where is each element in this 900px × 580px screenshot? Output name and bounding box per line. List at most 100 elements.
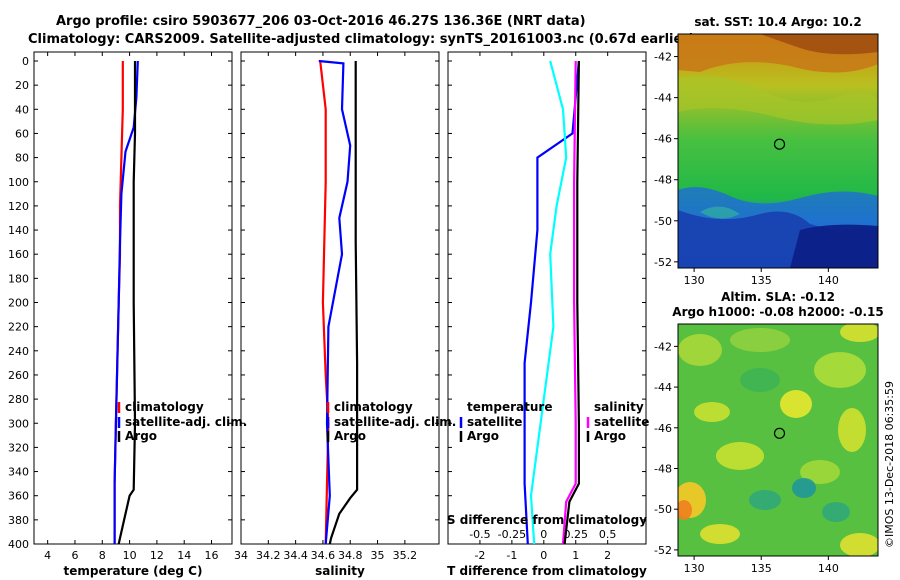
pressure-tick-label: 100: [8, 176, 29, 189]
t-difference-x-ticks: -2 -1 0 1 2: [474, 52, 611, 562]
x-tick-label-temperature: 4: [44, 549, 51, 562]
x-tick-label-s-diff: -0.5: [469, 528, 490, 541]
temperature-x-ticks: 4 6 8 10 12 14 16: [44, 52, 219, 562]
lon-tick-label: 140: [818, 562, 839, 575]
legend-s-satellite: satellite: [594, 415, 649, 429]
x-tick-label-salinity: 34.4: [283, 549, 308, 562]
pressure-tick-label: 80: [15, 152, 29, 165]
x-tick-label-salinity: 34.2: [256, 549, 281, 562]
x-tick-label-t-diff: 0: [540, 549, 547, 562]
difference-legend: temperature satellite Argo salinity sate…: [459, 400, 649, 443]
x-tick-label-s-diff: -0.25: [498, 528, 526, 541]
sst-lon-ticks: 130 135 140: [684, 268, 839, 287]
legend-temperature-title: temperature: [467, 400, 552, 414]
x-tick-label-s-diff: 0: [540, 528, 547, 541]
argo-location-marker: [773, 427, 786, 439]
temperature-series: [113, 60, 139, 545]
salinity-x-ticks: 34 34.2 34.4 34.6 34.8 35 35.2: [234, 52, 417, 562]
legend-salinity-title: salinity: [594, 400, 644, 414]
difference-plot-frame: [447, 51, 647, 545]
x-tick-label-salinity: 34: [234, 549, 248, 562]
salinity-x-label: salinity: [315, 564, 365, 578]
pressure-tick-label: 300: [8, 417, 29, 430]
pressure-tick-label: 0: [22, 55, 29, 68]
salinity-legend: climatology satellite-adj. clim. Argo: [326, 400, 456, 443]
series-line-climatology: [319, 60, 330, 545]
sla-lon-ticks: 130 135 140: [684, 556, 839, 575]
header-line-2: Climatology: CARS2009. Satellite-adjuste…: [28, 32, 695, 47]
x-tick-label-t-diff: 2: [604, 549, 611, 562]
pressure-tick-label: 400: [8, 538, 29, 551]
lat-tick-label: -52: [654, 256, 672, 269]
pressure-tick-label: 320: [8, 441, 29, 454]
x-tick-label-salinity: 34.8: [338, 549, 363, 562]
x-tick-label-s-diff: 0.25: [563, 528, 588, 541]
legend-s-argo: Argo: [594, 429, 626, 443]
lon-tick-label: 140: [818, 274, 839, 287]
s-difference-x-label: S difference from climatology: [447, 513, 647, 527]
x-tick-label-temperature: 6: [71, 549, 78, 562]
series-line-s-satellite: [561, 60, 577, 545]
lon-tick-label: 130: [684, 562, 705, 575]
pressure-axis: 0 20 40 60 80 100 120 140 160 180 200 220 240 260 280 3…: [8, 55, 646, 551]
sst-lat-ticks: -42 -44 -46 -48 -50 -52: [654, 51, 678, 269]
pressure-tick-label: 40: [15, 103, 29, 116]
x-tick-label-salinity: 35.2: [393, 549, 418, 562]
lat-tick-label: -44: [654, 381, 672, 394]
legend-climatology: climatology: [125, 400, 204, 414]
legend-argo: Argo: [125, 429, 157, 443]
sla-heatmap: [678, 324, 878, 556]
series-line-s-argo: [563, 60, 580, 545]
lat-tick-label: -42: [654, 51, 672, 64]
salinity-plot-frame: [240, 51, 440, 545]
pressure-tick-label: 380: [8, 514, 29, 527]
lat-tick-label: -48: [654, 462, 672, 475]
legend-t-argo: Argo: [467, 429, 499, 443]
x-tick-label-t-diff: 1: [572, 549, 579, 562]
sst-heatmap: [678, 34, 878, 268]
lat-tick-label: -50: [654, 503, 672, 516]
sla-map-title: Altim. SLA: -0.12: [721, 290, 835, 304]
lon-tick-label: 135: [751, 562, 772, 575]
pressure-tick-label: 360: [8, 490, 29, 503]
pressure-tick-label: 120: [8, 200, 29, 213]
sst-map-frame: [677, 33, 879, 269]
lon-tick-label: 130: [684, 274, 705, 287]
x-tick-label-t-diff: -1: [506, 549, 517, 562]
pressure-tick-label: 260: [8, 369, 29, 382]
s-difference-x-ticks: -0.5 -0.25 0 0.25 0.5: [469, 528, 616, 541]
legend-climatology: climatology: [334, 400, 413, 414]
x-tick-label-t-diff: -2: [474, 549, 485, 562]
t-difference-x-label: T difference from climatology: [447, 564, 647, 578]
x-tick-label-salinity: 34.6: [311, 549, 336, 562]
lon-tick-label: 135: [751, 274, 772, 287]
temperature-legend: climatology satellite-adj. clim. Argo: [117, 400, 247, 443]
pressure-tick-label: 20: [15, 79, 29, 92]
pressure-tick-label: 200: [8, 297, 29, 310]
lat-tick-label: -50: [654, 215, 672, 228]
x-tick-label-temperature: 10: [123, 549, 137, 562]
header-line-1: Argo profile: csiro 5903677_206 03-Oct-2…: [56, 14, 586, 29]
sla-map-frame: [677, 323, 879, 557]
lat-tick-label: -46: [654, 422, 672, 435]
argo-location-marker: [773, 138, 786, 150]
lat-tick-label: -42: [654, 340, 672, 353]
sla-map-subtitle: Argo h1000: -0.08 h2000: -0.15: [672, 305, 883, 319]
x-tick-label-temperature: 14: [177, 549, 191, 562]
pressure-tick-label: 240: [8, 345, 29, 358]
difference-series: [523, 60, 580, 545]
pressure-tick-label: 220: [8, 321, 29, 334]
lat-tick-label: -44: [654, 92, 672, 105]
legend-satellite-adj: satellite-adj. clim.: [334, 415, 456, 429]
lat-tick-label: -46: [654, 133, 672, 146]
sla-lat-ticks: -42 -44 -46 -48 -50 -52: [654, 340, 678, 557]
temperature-x-label: temperature (deg C): [64, 564, 203, 578]
series-line-satellite-adj-clim-: [318, 59, 352, 545]
sst-map-title: sat. SST: 10.4 Argo: 10.2: [694, 15, 861, 29]
temperature-plot-frame: [33, 51, 233, 545]
legend-argo: Argo: [334, 429, 366, 443]
pressure-tick-label: 140: [8, 224, 29, 237]
x-tick-label-salinity: 35: [371, 549, 385, 562]
lat-tick-label: -52: [654, 544, 672, 557]
